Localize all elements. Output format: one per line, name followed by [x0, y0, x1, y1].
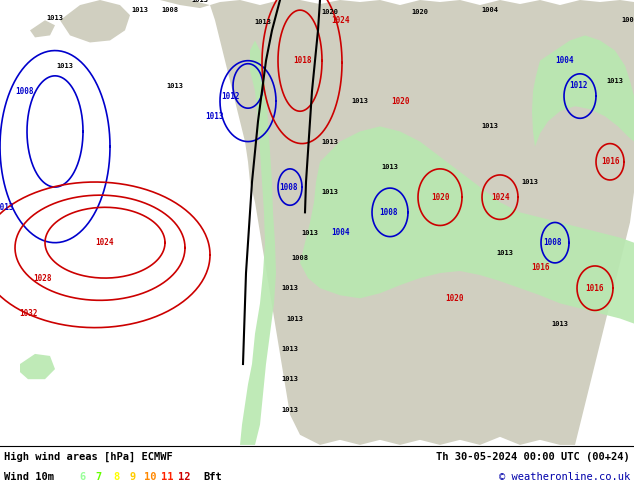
Text: 1008: 1008 — [544, 238, 562, 247]
Text: 1013: 1013 — [281, 407, 299, 413]
Text: 7: 7 — [96, 472, 102, 482]
Text: 1013: 1013 — [167, 83, 183, 89]
Text: 1016: 1016 — [531, 264, 549, 272]
Text: 1013: 1013 — [281, 376, 299, 382]
Text: High wind areas [hPa] ECMWF: High wind areas [hPa] ECMWF — [4, 452, 172, 462]
Text: 1032: 1032 — [19, 309, 37, 318]
Text: 1013: 1013 — [522, 179, 538, 185]
Text: 1012: 1012 — [569, 81, 587, 91]
Polygon shape — [30, 20, 55, 37]
Polygon shape — [20, 354, 55, 379]
Text: 1008: 1008 — [378, 208, 398, 217]
Text: 1013: 1013 — [351, 98, 368, 104]
Text: 1013: 1013 — [607, 78, 623, 84]
Text: 1013: 1013 — [206, 112, 224, 121]
Text: 1004: 1004 — [556, 56, 574, 65]
Text: 1008: 1008 — [16, 87, 34, 96]
Text: Bft: Bft — [203, 472, 222, 482]
Text: 12: 12 — [178, 472, 190, 482]
Text: 1013: 1013 — [0, 203, 14, 212]
Text: 1018: 1018 — [293, 56, 311, 65]
Text: Th 30-05-2024 00:00 UTC (00+24): Th 30-05-2024 00:00 UTC (00+24) — [436, 452, 630, 462]
Text: 1008: 1008 — [279, 183, 297, 192]
Text: 6: 6 — [79, 472, 85, 482]
Text: 1020: 1020 — [391, 97, 410, 106]
Text: 1013: 1013 — [281, 346, 299, 352]
Text: 9: 9 — [130, 472, 136, 482]
Text: 1020: 1020 — [430, 193, 450, 202]
Text: 1013: 1013 — [321, 139, 339, 145]
Polygon shape — [532, 35, 634, 147]
Polygon shape — [160, 0, 634, 445]
Text: 1012: 1012 — [221, 92, 239, 100]
Text: Wind 10m: Wind 10m — [4, 472, 54, 482]
Text: 1004: 1004 — [331, 228, 349, 237]
Text: 1028: 1028 — [33, 273, 51, 283]
Text: 1013: 1013 — [302, 230, 318, 236]
Text: 1013: 1013 — [254, 19, 271, 25]
Text: 8: 8 — [113, 472, 119, 482]
Text: 1016: 1016 — [601, 157, 619, 166]
Text: 1013: 1013 — [496, 250, 514, 256]
Text: 1013: 1013 — [56, 63, 74, 69]
Text: 1008: 1008 — [621, 17, 634, 23]
Text: 10: 10 — [144, 472, 156, 482]
Polygon shape — [60, 0, 130, 43]
Text: 1004: 1004 — [481, 7, 498, 13]
Text: 1013: 1013 — [287, 316, 304, 321]
Text: 1020: 1020 — [446, 294, 464, 303]
Text: 1024: 1024 — [96, 238, 114, 247]
Text: 1024: 1024 — [491, 193, 509, 202]
Text: 1013: 1013 — [131, 7, 148, 13]
Text: 1013: 1013 — [382, 164, 399, 170]
Text: 11: 11 — [161, 472, 173, 482]
Text: 1024: 1024 — [331, 16, 349, 24]
Text: 1013: 1013 — [481, 123, 498, 129]
Polygon shape — [240, 41, 276, 445]
Text: 1013: 1013 — [46, 15, 63, 21]
Text: © weatheronline.co.uk: © weatheronline.co.uk — [499, 472, 630, 482]
Text: 1020: 1020 — [411, 9, 429, 15]
Text: 1013: 1013 — [552, 320, 569, 326]
Text: 1020: 1020 — [321, 9, 339, 15]
Text: 1008: 1008 — [162, 7, 179, 13]
Text: 1008: 1008 — [292, 255, 309, 261]
Text: 1013: 1013 — [191, 0, 209, 3]
Text: 1016: 1016 — [586, 284, 604, 293]
Text: 1013: 1013 — [281, 285, 299, 291]
Text: 1013: 1013 — [321, 189, 339, 195]
Polygon shape — [300, 126, 634, 323]
